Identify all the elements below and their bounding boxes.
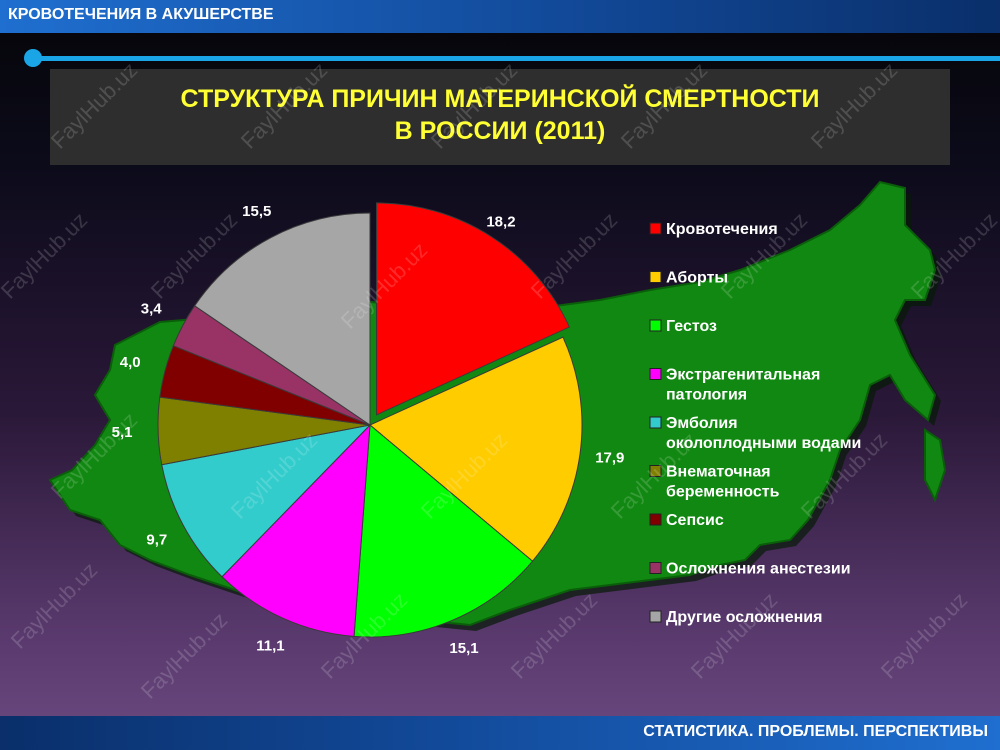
legend-label-5-line-1: Эмболия (666, 415, 738, 432)
russia-map-island-sakhalin (924, 428, 947, 503)
watermark-text: FaylHub.uz (426, 57, 522, 153)
pie-slice-2 (369, 336, 583, 562)
legend-swatch-1 (649, 222, 662, 235)
chart-title-line-1: СТРУКТУРА ПРИЧИН МАТЕРИНСКОЙ СМЕРТНОСТИ (180, 85, 820, 113)
legend-swatch-7 (649, 513, 662, 526)
pie-slice-1 (375, 202, 571, 416)
legend-label-4-line-2: патология (666, 387, 747, 404)
legend-label-1-line-1: Кровотечения (666, 221, 778, 238)
header-band: КРОВОТЕЧЕНИЯ В АКУШЕРСТВЕ (0, 0, 1000, 33)
footer-band: СТАТИСТИКА. ПРОБЛЕМЫ. ПЕРСПЕКТИВЫ (0, 716, 1000, 750)
chart-canvas: 18,2 17,9 15,1 11,1 9,7 5,1 4,0 3,4 15,5 Кровоте… (0, 57, 972, 703)
pie-slice-4 (221, 423, 371, 637)
legend-label-9-line-1: Другие осложнения (666, 609, 822, 626)
pie-slice-3 (353, 423, 534, 638)
slice-value-label-8: 3,4 (141, 300, 163, 317)
legend-label-5-line-2: околоплодными водами (666, 435, 861, 452)
legend-swatch-3 (649, 319, 662, 332)
footer-label: СТАТИСТИКА. ПРОБЛЕМЫ. ПЕРСПЕКТИВЫ (643, 723, 988, 740)
slice-value-label-4: 11,1 (256, 638, 284, 655)
legend-swatch-9 (649, 610, 662, 623)
watermark-text: FaylHub.uz (0, 207, 92, 303)
watermark-text: FaylHub.uz (686, 587, 782, 683)
legend: Кровотечения Аборты Гестоз Экстрагенитальна… (649, 221, 861, 626)
legend-swatch-2 (649, 271, 662, 283)
watermark-text: FaylHub.uz (6, 557, 102, 653)
legend-swatch-4 (649, 368, 662, 380)
pie-chart: 18,2 17,9 15,1 11,1 9,7 5,1 4,0 3,4 15,5 (112, 202, 624, 657)
legend-label-3-line-1: Гестоз (666, 318, 717, 335)
watermark-text: FaylHub.uz (806, 57, 902, 153)
legend-label-6-line-2: беременность (666, 484, 780, 501)
slice-value-label-3: 15,1 (449, 640, 478, 657)
header-label: КРОВОТЕЧЕНИЯ В АКУШЕРСТВЕ (8, 6, 274, 23)
slice-value-label-1: 18,2 (486, 213, 515, 230)
pie-slice-9 (193, 212, 371, 426)
legend-label-2-line-1: Аборты (666, 270, 728, 287)
legend-swatch-5 (649, 416, 662, 429)
watermark-text: FaylHub.uz (876, 587, 972, 683)
watermark-text: FaylHub.uz (616, 57, 712, 153)
pie-slice-5 (161, 424, 372, 578)
legend-label-4-line-1: Экстрагенитальная (666, 367, 820, 384)
slice-value-label-7: 4,0 (120, 354, 141, 371)
watermark-text: FaylHub.uz (136, 607, 232, 703)
title-box: СТРУКТУРА ПРИЧИН МАТЕРИНСКОЙ СМЕРТНОСТИ … (50, 69, 950, 165)
slice-value-label-5: 9,7 (146, 532, 167, 549)
watermark-text: FaylHub.uz (46, 57, 142, 153)
legend-swatch-6 (649, 465, 662, 477)
legend-label-7-line-1: Сепсис (666, 512, 724, 529)
watermark-text: FaylHub.uz (236, 57, 332, 153)
slice-value-label-9: 15,5 (242, 203, 271, 220)
legend-label-8-line-1: Осложнения анестезии (666, 561, 851, 578)
slice-value-label-6: 5,1 (112, 424, 133, 441)
legend-swatch-8 (649, 562, 662, 574)
header-rule (32, 56, 1000, 61)
chart-title-line-2: В РОССИИ (2011) (394, 117, 606, 145)
legend-label-6-line-1: Внематочная (666, 464, 771, 481)
slice-value-label-2: 17,9 (595, 450, 624, 467)
watermark-text: FaylHub.uz (526, 207, 622, 303)
